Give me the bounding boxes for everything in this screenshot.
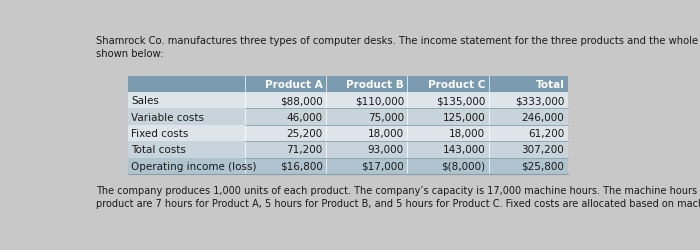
Text: 71,200: 71,200 (286, 145, 323, 155)
Text: 61,200: 61,200 (528, 128, 564, 138)
Text: $110,000: $110,000 (355, 96, 404, 106)
Text: Total: Total (536, 80, 564, 89)
Bar (407, 76, 489, 92)
Text: 93,000: 93,000 (368, 145, 404, 155)
Bar (407, 92, 489, 109)
Text: Fixed costs: Fixed costs (132, 128, 189, 138)
Text: 18,000: 18,000 (368, 128, 404, 138)
Bar (407, 109, 489, 125)
Bar (326, 92, 407, 109)
Text: 18,000: 18,000 (449, 128, 485, 138)
Bar (128, 158, 244, 174)
Text: $25,800: $25,800 (522, 161, 564, 171)
Text: Operating income (loss): Operating income (loss) (132, 161, 257, 171)
Bar (326, 142, 407, 158)
Bar (489, 92, 568, 109)
Bar (407, 158, 489, 174)
Text: The company produces 1,000 units of each product. The company’s capacity is 17,0: The company produces 1,000 units of each… (96, 185, 700, 208)
Bar (244, 142, 326, 158)
Text: $333,000: $333,000 (515, 96, 564, 106)
Text: Total costs: Total costs (132, 145, 186, 155)
Bar (128, 142, 244, 158)
Bar (128, 125, 244, 142)
Bar (128, 92, 244, 109)
Bar (128, 76, 244, 92)
Text: $17,000: $17,000 (361, 161, 404, 171)
Bar (326, 76, 407, 92)
Bar (489, 109, 568, 125)
Text: Product C: Product C (428, 80, 485, 89)
Text: 125,000: 125,000 (442, 112, 485, 122)
Bar (244, 76, 326, 92)
Bar (128, 109, 244, 125)
Bar (489, 158, 568, 174)
Text: Product B: Product B (346, 80, 404, 89)
Text: $(8,000): $(8,000) (441, 161, 485, 171)
Bar (407, 125, 489, 142)
Bar (244, 158, 326, 174)
Bar (489, 142, 568, 158)
Text: 307,200: 307,200 (522, 145, 564, 155)
Text: $135,000: $135,000 (436, 96, 485, 106)
Text: 46,000: 46,000 (286, 112, 323, 122)
Text: 143,000: 143,000 (442, 145, 485, 155)
Bar (326, 158, 407, 174)
Bar (489, 76, 568, 92)
Text: 246,000: 246,000 (522, 112, 564, 122)
Text: $16,800: $16,800 (280, 161, 323, 171)
Bar (407, 142, 489, 158)
Text: 25,200: 25,200 (286, 128, 323, 138)
Bar (326, 125, 407, 142)
Bar (489, 125, 568, 142)
Text: Product A: Product A (265, 80, 323, 89)
Text: 75,000: 75,000 (368, 112, 404, 122)
Bar (326, 109, 407, 125)
Bar (244, 109, 326, 125)
Text: Variable costs: Variable costs (132, 112, 204, 122)
Bar (244, 92, 326, 109)
Bar (244, 125, 326, 142)
Text: $88,000: $88,000 (280, 96, 323, 106)
Text: Shamrock Co. manufactures three types of computer desks. The income statement fo: Shamrock Co. manufactures three types of… (96, 36, 700, 59)
Text: Sales: Sales (132, 96, 160, 106)
